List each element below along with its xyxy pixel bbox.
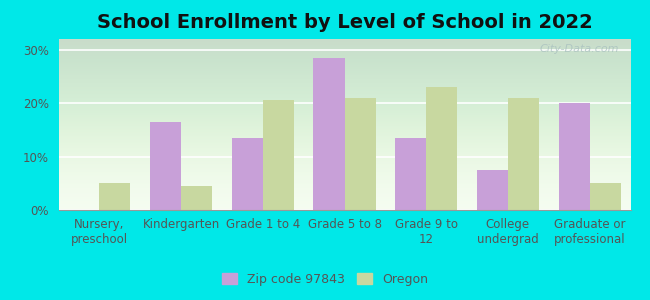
Bar bbox=[590, 183, 621, 210]
Bar bbox=[150, 122, 181, 210]
Bar bbox=[558, 103, 590, 210]
Bar bbox=[263, 100, 294, 210]
Bar bbox=[344, 98, 376, 210]
Text: City-Data.com: City-Data.com bbox=[540, 44, 619, 54]
Bar bbox=[508, 98, 539, 210]
Bar bbox=[99, 183, 131, 210]
Title: School Enrollment by Level of School in 2022: School Enrollment by Level of School in … bbox=[97, 13, 592, 32]
Bar bbox=[232, 138, 263, 210]
Bar bbox=[313, 58, 345, 210]
Legend: Zip code 97843, Oregon: Zip code 97843, Oregon bbox=[217, 268, 433, 291]
Bar bbox=[181, 186, 212, 210]
Bar bbox=[477, 170, 508, 210]
Bar bbox=[395, 138, 426, 210]
Bar bbox=[426, 87, 457, 210]
